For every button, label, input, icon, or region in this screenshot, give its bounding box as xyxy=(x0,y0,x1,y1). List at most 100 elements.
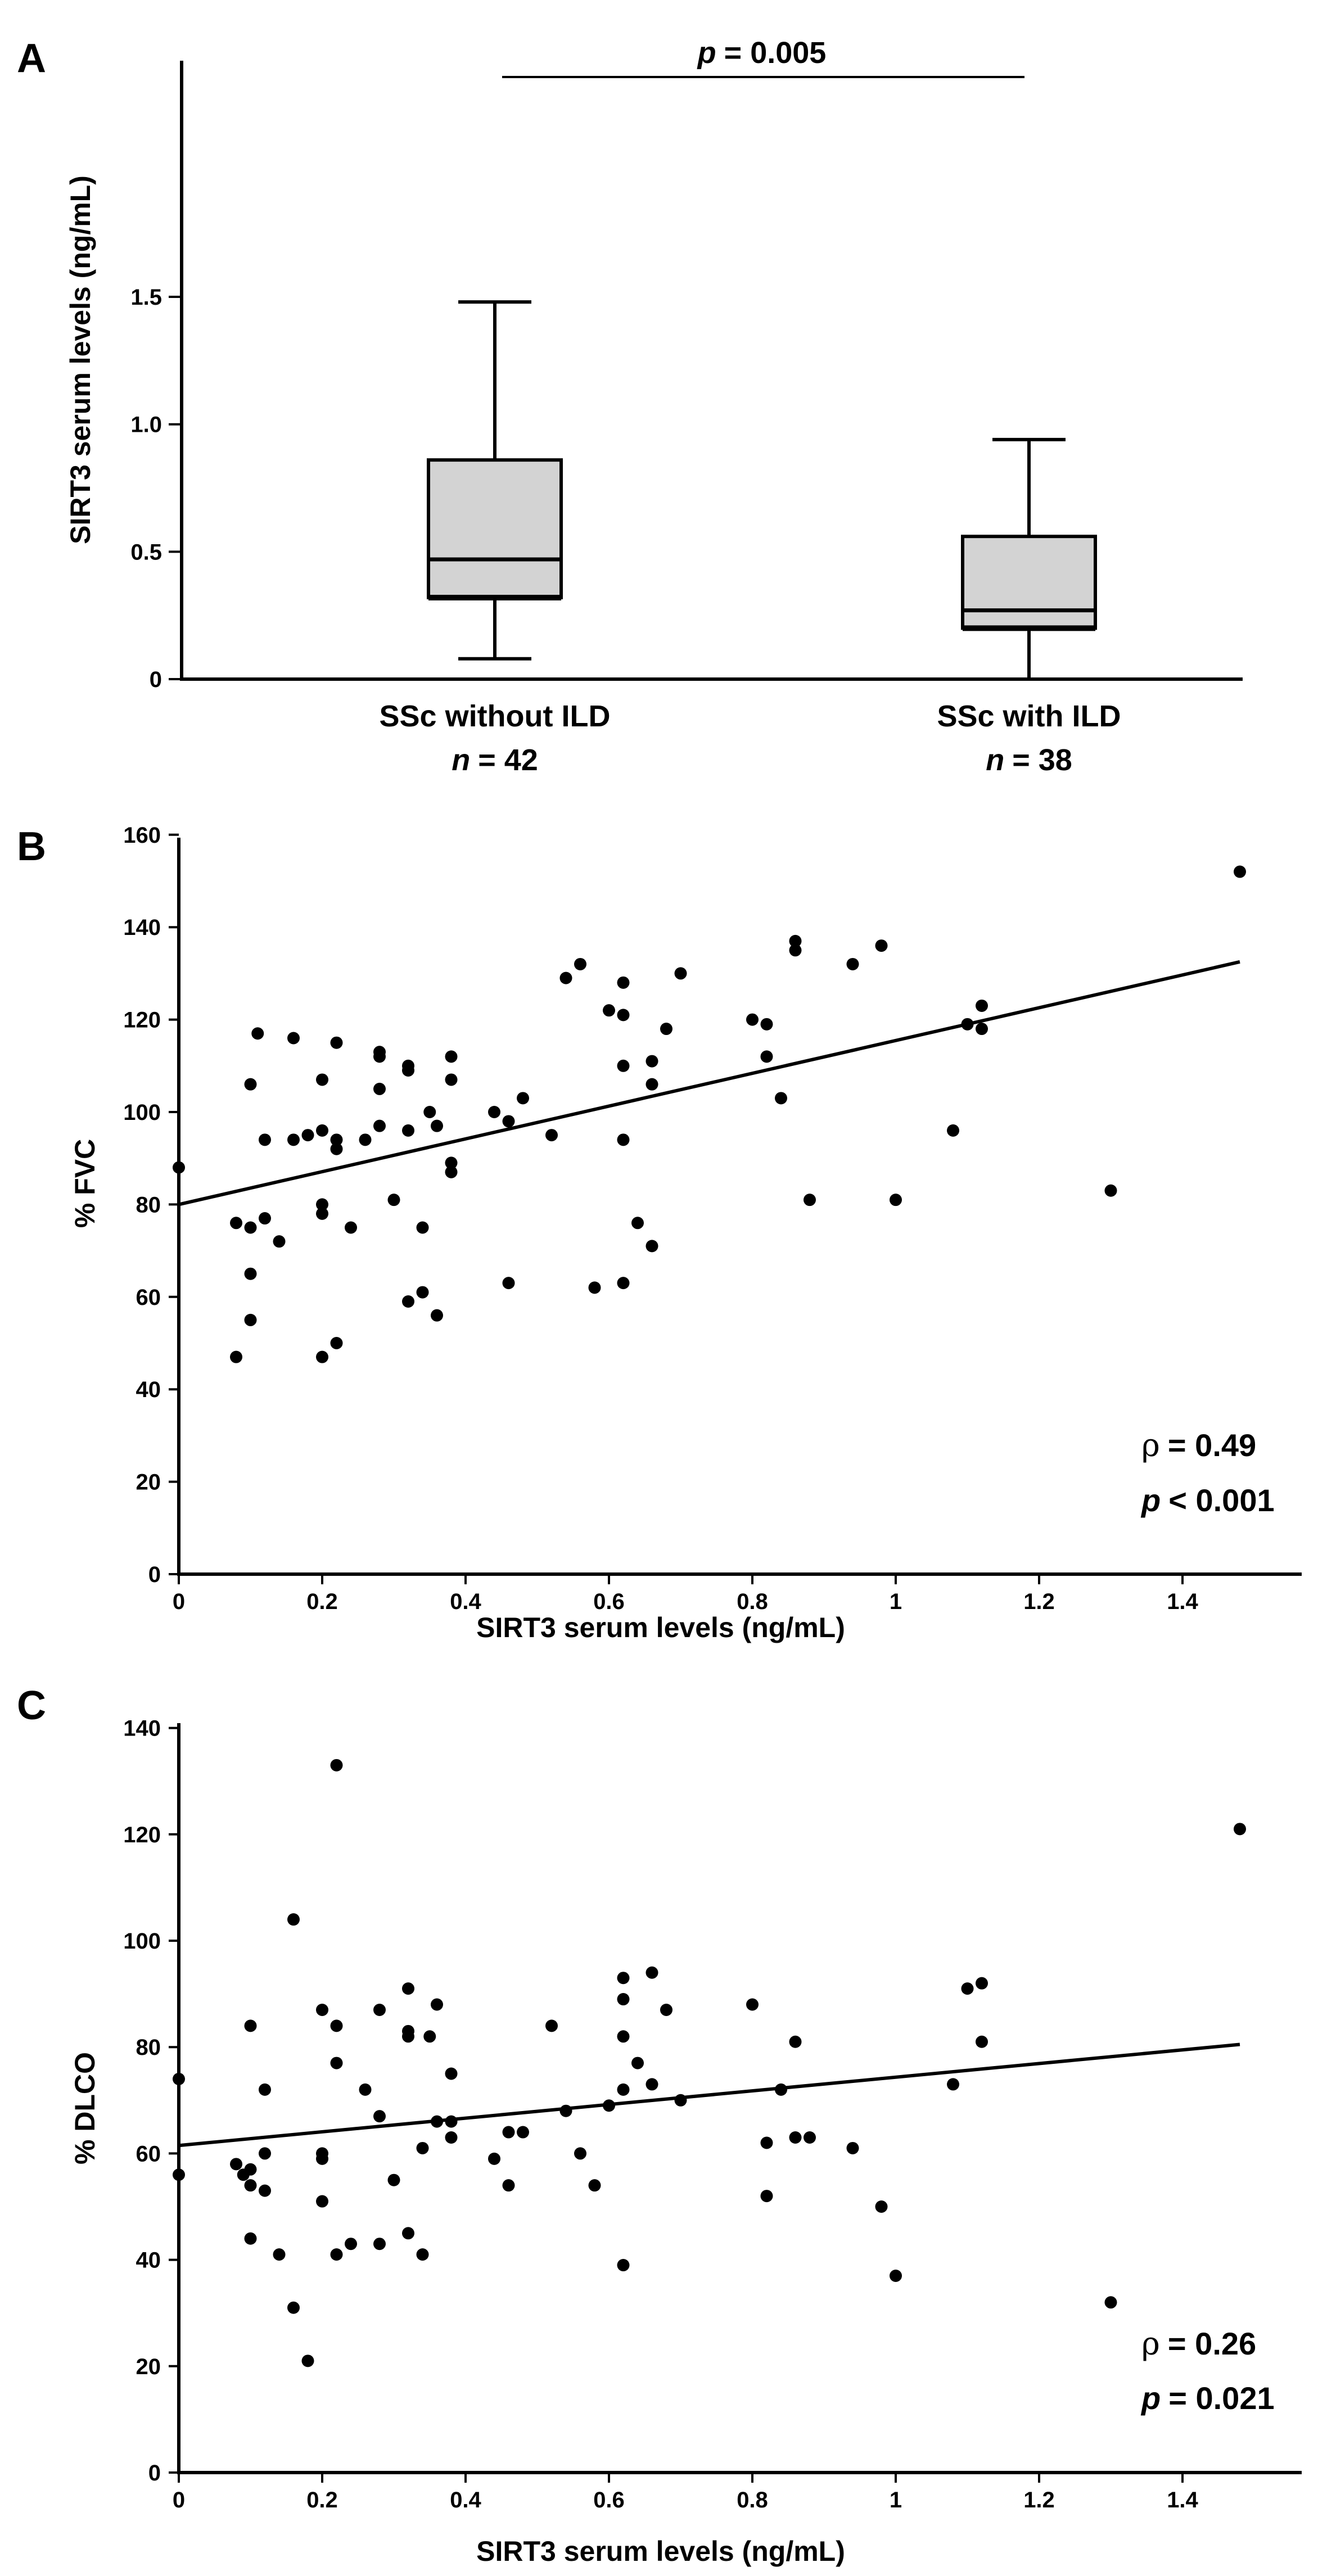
panel-b-point-33 xyxy=(402,1059,414,1072)
panel-b-p-value: < 0.001 xyxy=(1168,1483,1274,1518)
panel-c-x-ticks: 0 0.2 0.4 0.6 0.8 1 1.2 1.4 xyxy=(173,2473,1199,2512)
panel-b-rho-value: = 0.49 xyxy=(1168,1427,1256,1463)
panel-b-point-53 xyxy=(617,1133,630,1146)
panel-c-point-2 xyxy=(230,2158,242,2171)
panel-c-point-8 xyxy=(259,2184,271,2197)
panel-b-point-1 xyxy=(230,1350,242,1363)
panel-b-point-7 xyxy=(251,1027,264,1040)
panel-c-point-61 xyxy=(760,2190,773,2203)
panel-c-point-70 xyxy=(947,2078,959,2091)
panel-b-point-43 xyxy=(488,1106,500,1118)
panel-b-point-35 xyxy=(416,1221,429,1234)
panel-c-point-56 xyxy=(646,2078,658,2091)
panel-b-point-2 xyxy=(230,1217,242,1230)
panel-b-point-18 xyxy=(316,1073,328,1086)
panel-b-point-64 xyxy=(760,1050,773,1063)
panel-a-boxes xyxy=(427,300,1097,679)
panel-c-y-tick-label-4: 80 xyxy=(136,2035,161,2060)
box-2-iqr xyxy=(961,535,1097,630)
panel-b-x-tick-label-4: 0.8 xyxy=(737,1589,768,1614)
panel-c-point-7 xyxy=(244,2019,257,2032)
panel-b-point-72 xyxy=(890,1194,902,1206)
panel-b-point-61 xyxy=(660,1023,672,1036)
panel-c-point-19 xyxy=(330,2248,343,2261)
panel-c-point-21 xyxy=(330,2019,343,2032)
panel-c-point-6 xyxy=(244,2163,257,2176)
panel-c-point-22 xyxy=(330,1759,343,1771)
panel-c-point-5 xyxy=(244,2179,257,2192)
group-2-n-value: = 38 xyxy=(1012,743,1072,777)
panel-b-scatter: B % FVC SIRT3 serum levels (ng/mL) 0 20 40… xyxy=(17,823,1302,1643)
panel-b-point-29 xyxy=(387,1194,400,1206)
panel-c-point-68 xyxy=(875,2200,888,2213)
panel-b-point-26 xyxy=(373,1082,386,1095)
panel-c-point-54 xyxy=(617,1972,630,1985)
panel-c-letter: C xyxy=(17,1683,46,1728)
panel-b-point-8 xyxy=(259,1212,271,1225)
panel-c-x-tick-label-3: 0.6 xyxy=(593,2488,625,2512)
panel-b-point-51 xyxy=(603,1004,615,1017)
panel-a-y-tick-label-0: 0 xyxy=(150,667,162,692)
panel-c-x-tick-label-0: 0 xyxy=(173,2488,185,2512)
panel-c-point-72 xyxy=(976,2035,988,2048)
panel-b-x-tick-label-0: 0 xyxy=(173,1589,185,1614)
panel-b-point-52 xyxy=(617,1277,630,1290)
panel-b-point-65 xyxy=(760,1018,773,1031)
group-2-name: SSc with ILD xyxy=(937,699,1121,733)
panel-c-point-67 xyxy=(846,2141,859,2154)
panel-c-point-4 xyxy=(244,2232,257,2245)
panel-c-point-15 xyxy=(316,2195,328,2208)
panel-b-point-47 xyxy=(545,1129,558,1142)
panel-b-point-38 xyxy=(431,1119,443,1132)
panel-c-point-48 xyxy=(588,2179,601,2192)
panel-b-point-41 xyxy=(445,1073,458,1086)
panel-b-point-20 xyxy=(330,1142,343,1155)
panel-c-point-32 xyxy=(402,1982,414,1995)
panel-b-point-24 xyxy=(359,1133,372,1146)
panel-b-x-tick-label-1: 0.2 xyxy=(306,1589,338,1614)
panel-b-rho: ρ = 0.49 xyxy=(1141,1427,1256,1464)
panel-c-point-17 xyxy=(316,2147,328,2160)
panel-c-point-24 xyxy=(359,2083,372,2096)
panel-c-y-axis-title: % DLCO xyxy=(69,2052,101,2164)
panel-b-point-22 xyxy=(330,1036,343,1049)
panel-c-rho-symbol: ρ xyxy=(1141,2326,1160,2362)
panel-b-y-tick-label-8: 160 xyxy=(123,823,161,848)
panel-b-point-58 xyxy=(646,1240,658,1253)
panel-c-y-tick-label-7: 140 xyxy=(123,1716,161,1741)
panel-c-point-31 xyxy=(402,2024,414,2037)
panel-c-point-69 xyxy=(890,2269,902,2282)
panel-a-y-tick-label-2: 1.0 xyxy=(130,413,162,437)
panel-c-point-10 xyxy=(259,2083,271,2096)
panel-b-point-62 xyxy=(674,967,687,980)
group-1-n: n = 42 xyxy=(452,743,538,777)
panel-c-rho-value: = 0.26 xyxy=(1168,2326,1256,2361)
panel-b-point-34 xyxy=(416,1286,429,1299)
panel-b-p-symbol: p xyxy=(1140,1483,1161,1518)
panel-c-point-47 xyxy=(574,2147,586,2160)
panel-b-point-57 xyxy=(631,1217,644,1230)
panel-b-point-50 xyxy=(588,1281,601,1294)
panel-b-point-14 xyxy=(316,1350,328,1363)
panel-c-point-43 xyxy=(502,2126,515,2139)
panel-b-point-71 xyxy=(875,939,888,952)
panel-b-point-73 xyxy=(947,1124,959,1137)
panel-c-point-64 xyxy=(789,2131,802,2144)
panel-b-y-tick-label-1: 20 xyxy=(136,1470,161,1495)
panel-c-y-tick-label-5: 100 xyxy=(123,1929,161,1954)
panel-b-point-3 xyxy=(244,1313,257,1326)
panel-c-y-tick-label-6: 120 xyxy=(123,1823,161,1847)
panel-c-point-44 xyxy=(517,2126,529,2139)
panel-b-point-5 xyxy=(244,1221,257,1234)
panel-b-point-49 xyxy=(574,957,586,970)
panel-b-y-tick-label-4: 80 xyxy=(136,1192,161,1217)
panel-c-point-28 xyxy=(387,2173,400,2186)
panel-c-point-71 xyxy=(961,1982,974,1995)
panel-c-point-50 xyxy=(617,2259,630,2272)
panel-b-p: p < 0.001 xyxy=(1140,1483,1275,1518)
panel-c-point-60 xyxy=(746,1998,759,2011)
panel-c-y-ticks: 0 20 40 60 80 100 120 140 xyxy=(123,1716,179,2485)
panel-c-x-tick-label-6: 1.2 xyxy=(1023,2488,1055,2512)
panel-c-point-66 xyxy=(804,2131,816,2144)
